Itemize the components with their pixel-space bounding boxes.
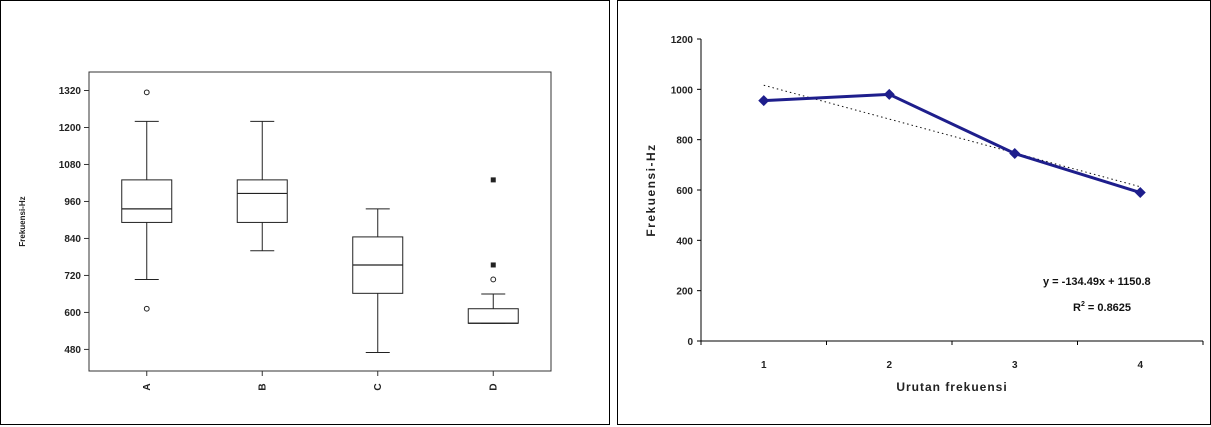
- y-tick-label: 600: [676, 186, 693, 197]
- y-tick-label: 1000: [671, 85, 694, 96]
- x-tick-label: D: [488, 383, 499, 390]
- y-tick-label: 400: [676, 236, 693, 247]
- x-tick-label: 1: [761, 360, 767, 371]
- boxplot-panel: 480 600 720 840 960 1080 1200 1320 Frekuensi-Hz A…: [0, 0, 610, 425]
- outlier-point: [144, 90, 149, 95]
- box: [237, 180, 287, 223]
- y-tick-label: 1320: [59, 86, 82, 97]
- outlier-point: [144, 306, 149, 311]
- x-axis-title: Urutan frekuensi: [896, 380, 1007, 394]
- y-tick-label: 1200: [671, 35, 694, 46]
- outlier-point: [491, 262, 496, 267]
- x-tick-label: 4: [1137, 360, 1143, 371]
- y-tick-label: 0: [687, 337, 693, 348]
- y-tick-label: 1200: [59, 123, 82, 134]
- box: [468, 309, 518, 323]
- x-tick-label: 2: [886, 360, 892, 371]
- y-tick-label: 840: [64, 234, 81, 245]
- y-tick-label: 600: [64, 308, 81, 319]
- data-point-marker: [1135, 187, 1146, 198]
- boxplot-chart: 480 600 720 840 960 1080 1200 1320 Frekuensi-Hz A…: [1, 1, 611, 426]
- y-tick-label: 200: [676, 287, 693, 298]
- series-line: [764, 94, 1141, 192]
- outlier-point: [491, 177, 496, 182]
- x-tick-label: B: [257, 383, 268, 390]
- data-point-marker: [884, 89, 895, 100]
- outlier-point: [491, 277, 496, 282]
- data-point-marker: [758, 95, 769, 106]
- y-tick-label: 720: [64, 271, 81, 282]
- trendline-equation: y = -134.49x + 1150.8: [1043, 276, 1151, 288]
- box: [122, 180, 172, 223]
- y-axis-title: Frekuensi-Hz: [18, 196, 27, 246]
- y-tick-label: 480: [64, 345, 81, 356]
- y-tick-label: 960: [64, 197, 81, 208]
- y-axis-title: Frekuensi-Hz: [644, 143, 658, 236]
- trendline: [764, 85, 1141, 187]
- r-squared-label: R2 = 0.8625: [1073, 301, 1131, 314]
- y-tick-label: 1080: [59, 160, 82, 171]
- x-tick-label: 3: [1012, 360, 1018, 371]
- x-tick-label: A: [142, 383, 153, 390]
- data-point-marker: [1009, 148, 1020, 159]
- y-tick-label: 800: [676, 136, 693, 147]
- line-chart: 0 200 400 600 800 1000 1200 1 2 3 4 Urutan frekuens…: [618, 1, 1211, 426]
- x-tick-label: C: [373, 383, 384, 390]
- line-chart-panel: 0 200 400 600 800 1000 1200 1 2 3 4 Urutan frekuens…: [617, 0, 1211, 425]
